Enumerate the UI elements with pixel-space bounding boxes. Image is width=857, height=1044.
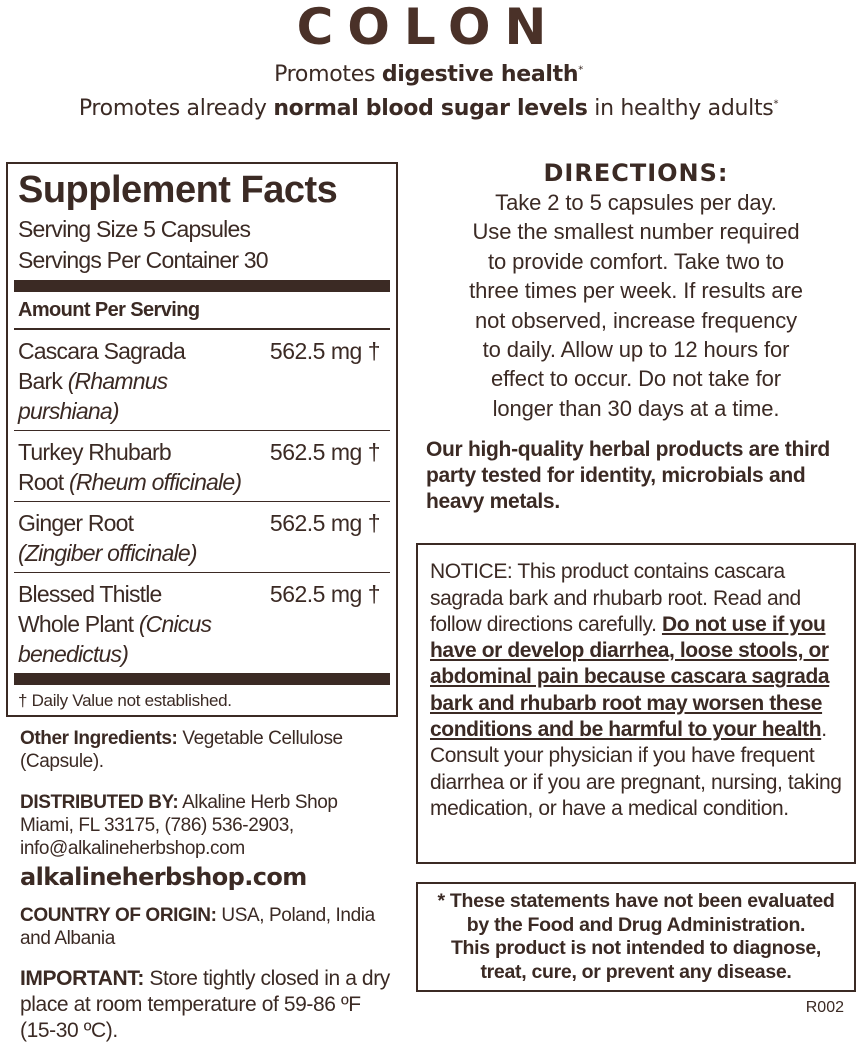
quality-statement: Our high-quality herbal products are thi… (426, 438, 830, 514)
label: COUNTRY OF ORIGIN: (20, 905, 217, 926)
ingredient-latin: (Zingiber officinale) (18, 540, 198, 566)
directions-line: not observed, increase frequency (474, 307, 798, 333)
asterisk: * (578, 64, 583, 76)
ingredient-name: Cascara Sagrada Bark (Rhamnus purshiana) (18, 336, 264, 426)
fda-line: * These statements have not been evaluat… (437, 890, 835, 913)
label-code: R002 (805, 999, 844, 1017)
value: Vegetable Cellulose (Capsule). (20, 728, 343, 772)
ingredient-part: Root (18, 469, 69, 495)
right-column: DIRECTIONS: Take 2 to 5 capsules per day… (416, 158, 856, 1018)
directions-line: to provide comfort. Take two to (487, 248, 785, 274)
divider-thick (14, 280, 390, 292)
notice-box: NOTICE: This product contains cascara sa… (416, 543, 856, 865)
ingredient-common-name: Turkey Rhubarb (18, 439, 172, 465)
product-title: COLON (296, 0, 561, 56)
tagline-blood-sugar: Promotes already normal blood sugar leve… (0, 96, 857, 121)
value: Store tightly closed in a dry place at r… (20, 967, 390, 1042)
ingredient-name: Ginger Root (Zingiber officinale) (18, 508, 198, 568)
ingredient-common-name: Ginger Root (18, 510, 134, 536)
directions-heading: DIRECTIONS: (543, 159, 729, 187)
label: DISTRIBUTED BY: (20, 792, 179, 813)
ingredient-part: Whole Plant (18, 611, 139, 637)
label: Other Ingredients: (20, 728, 178, 749)
directions-line: three times per week. If results are (469, 278, 803, 304)
ingredient-name: Turkey Rhubarb Root (Rheum officinale) (18, 437, 242, 497)
other-ingredients: Other Ingredients: Vegetable Cellulose (… (20, 727, 392, 773)
ingredient-latin: (Rheum officinale) (68, 469, 242, 495)
directions: DIRECTIONS: Take 2 to 5 capsules per day… (416, 158, 856, 423)
country-of-origin: COUNTRY OF ORIGIN: USA, Poland, India an… (20, 904, 392, 950)
ingredient-common-name: Blessed Thistle (18, 581, 162, 607)
ingredient-amount: 562.5 mg † (269, 510, 381, 536)
ingredient-detail: (Zingiber officinale) (18, 538, 198, 568)
directions-line: longer than 30 days at a time. (492, 395, 780, 421)
facts-heading: Supplement Facts (18, 169, 338, 211)
ingredient-name: Blessed Thistle Whole Plant (Cnicus bened… (18, 579, 264, 669)
tagline-bold: digestive health (381, 62, 579, 87)
value: Alkaline Herb Shop Miami, FL 33175, (786… (20, 792, 338, 859)
supplement-facts-panel: Supplement Facts Serving Size 5 Capsules… (6, 162, 398, 717)
tagline-text: Promotes already (78, 96, 274, 121)
fda-line: This product is not intended to diagnose… (450, 937, 822, 960)
ingredient-row: Blessed Thistle Whole Plant (Cnicus bened… (14, 573, 390, 673)
directions-line: effect to occur. Do not take for (491, 366, 781, 392)
ingredient-amount: 562.5 mg † (269, 338, 381, 364)
tagline-text: in healthy adults (587, 96, 774, 121)
amount-per-serving: Amount Per Serving (14, 294, 390, 330)
notice-text: . Consult your physician if you have fre… (430, 718, 842, 820)
storage-important: IMPORTANT: Store tightly closed in a dry… (20, 966, 392, 1044)
fda-line: treat, cure, or prevent any disease. (480, 960, 792, 983)
ingredient-detail: Bark (Rhamnus purshiana) (18, 366, 264, 426)
ingredient-latin: (Rhamnus purshiana) (18, 368, 168, 424)
directions-line: Take 2 to 5 capsules per day. (495, 190, 777, 215)
website: alkalineherbshop.com (20, 863, 307, 891)
label: IMPORTANT: (20, 967, 144, 990)
ingredient-common-name: Cascara Sagrada (18, 338, 186, 364)
ingredient-row: Cascara Sagrada Bark (Rhamnus purshiana) 5… (14, 330, 390, 431)
tagline-text: Promotes (274, 62, 382, 87)
distributor: DISTRIBUTED BY: Alkaline Herb Shop Miami… (20, 791, 392, 860)
fda-line: by the Food and Drug Administration. (466, 913, 806, 936)
notice-text: NOTICE: This product contains cascara sa… (430, 560, 801, 636)
asterisk: * (773, 98, 779, 110)
directions-text: Take 2 to 5 capsules per day. Use the sma… (416, 188, 856, 423)
ingredient-row: Ginger Root (Zingiber officinale) 562.5 mg… (14, 502, 390, 573)
serving-size: Serving Size 5 Capsules (18, 216, 251, 242)
ingredient-latin: (Cnicus benedictus) (18, 611, 212, 667)
divider-thick (14, 673, 390, 685)
value: USA, Poland, India and Albania (20, 905, 375, 949)
ingredient-detail: Root (Rheum officinale) (18, 467, 242, 497)
ingredient-part: Bark (18, 368, 68, 394)
ingredient-detail: Whole Plant (Cnicus benedictus) (18, 609, 264, 669)
servings-per-container: Servings Per Container 30 (18, 247, 269, 273)
ingredient-rows: Cascara Sagrada Bark (Rhamnus purshiana) 5… (14, 330, 390, 673)
directions-line: Use the smallest number required (472, 219, 800, 245)
ingredient-amount: 562.5 mg † (269, 581, 381, 607)
tagline-digestive: Promotes digestive health* (0, 62, 857, 87)
tagline-bold: normal blood sugar levels (273, 96, 588, 121)
ingredient-row: Turkey Rhubarb Root (Rheum officinale) 562… (14, 431, 390, 502)
fda-disclaimer: * These statements have not been evaluat… (416, 882, 856, 993)
daily-value-footnote: † Daily Value not established. (18, 691, 232, 710)
notice-warning: Do not use if you have or develop diarrh… (430, 612, 830, 742)
directions-line: to daily. Allow up to 12 hours for (482, 337, 790, 363)
left-column: Supplement Facts Serving Size 5 Capsules… (6, 162, 398, 1044)
ingredient-amount: 562.5 mg † (269, 439, 381, 465)
